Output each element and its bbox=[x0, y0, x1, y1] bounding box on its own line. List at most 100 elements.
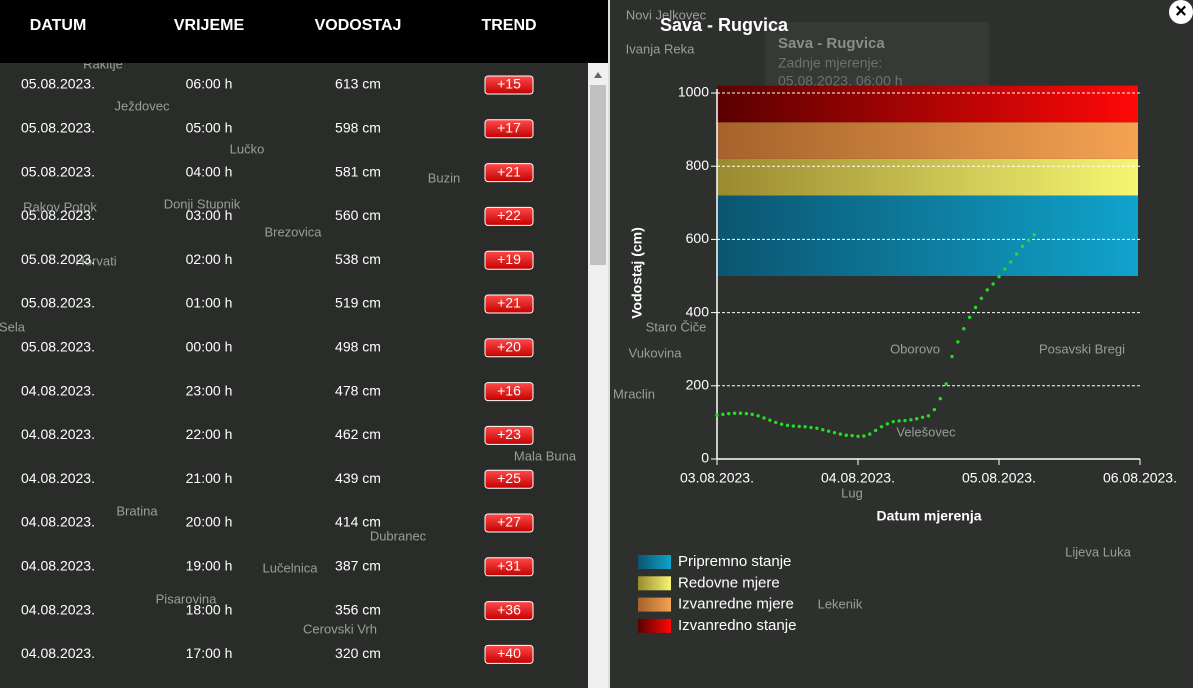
cell: 22:00 h bbox=[186, 426, 233, 442]
data-point bbox=[1009, 260, 1013, 264]
trend-text: +17 bbox=[497, 120, 521, 136]
map-label: Staro Čiče bbox=[646, 319, 707, 334]
legend-swatch bbox=[638, 618, 671, 633]
legend-label: Pripremno stanje bbox=[678, 553, 791, 570]
legend-swatch bbox=[638, 555, 671, 569]
map-label: Lučelnica bbox=[263, 560, 319, 575]
data-point bbox=[873, 428, 878, 433]
data-point bbox=[779, 422, 784, 426]
data-point bbox=[885, 422, 890, 426]
data-point bbox=[944, 382, 948, 386]
data-point bbox=[879, 425, 884, 429]
cell: 04.08.2023. bbox=[21, 645, 95, 661]
trend-badge bbox=[484, 250, 534, 270]
map-label: Velešovec bbox=[896, 424, 956, 439]
data-point bbox=[738, 411, 743, 415]
column-header: VRIJEME bbox=[174, 17, 245, 34]
cell: 17:00 h bbox=[186, 645, 233, 661]
cell: 04.08.2023. bbox=[21, 514, 95, 530]
cell: 04.08.2023. bbox=[21, 426, 95, 442]
scroll-thumb[interactable] bbox=[590, 85, 606, 265]
data-point bbox=[838, 432, 843, 436]
data-point bbox=[1032, 232, 1036, 237]
data-point bbox=[1026, 238, 1031, 242]
map-label: Sela bbox=[0, 319, 26, 334]
map-label: Lug bbox=[841, 485, 863, 500]
legend-label: Redovne mjere bbox=[678, 574, 780, 591]
trend-badge bbox=[484, 557, 534, 577]
popup-time: 05.08.2023. 06:00 h bbox=[778, 73, 903, 89]
trend-text: +21 bbox=[497, 163, 521, 179]
data-point bbox=[756, 414, 760, 418]
map-label: Lučko bbox=[230, 141, 265, 156]
y-tick-label: 200 bbox=[686, 377, 710, 393]
trend-text: +25 bbox=[497, 470, 521, 486]
x-tick-label: 04.08.2023. bbox=[821, 470, 895, 486]
cell: 04.08.2023. bbox=[21, 558, 95, 574]
trend-badge bbox=[484, 75, 534, 95]
trend-text: +40 bbox=[497, 645, 521, 661]
band bbox=[717, 85, 1138, 123]
map-label: Mala Buna bbox=[514, 448, 577, 463]
map-label: Brezovica bbox=[264, 224, 322, 239]
band bbox=[717, 122, 1138, 159]
cell: 04.08.2023. bbox=[21, 601, 95, 617]
scroll-up[interactable] bbox=[594, 72, 602, 78]
cell: 05.08.2023. bbox=[21, 163, 95, 179]
cell: 05.08.2023. bbox=[21, 207, 95, 223]
popup bbox=[765, 22, 989, 90]
popup-subtitle: Zadnje mjerenje: bbox=[778, 55, 882, 71]
data-point bbox=[762, 416, 766, 420]
data-point bbox=[897, 419, 901, 423]
data-point bbox=[732, 411, 737, 415]
map-label: Dubranec bbox=[370, 528, 427, 543]
trend-badge bbox=[484, 163, 534, 183]
cell: 478 cm bbox=[335, 382, 381, 398]
x-tick-label: 03.08.2023. bbox=[680, 470, 754, 486]
close-icon[interactable]: × bbox=[1175, 0, 1187, 22]
data-point bbox=[956, 340, 960, 344]
map-label: Lijeva Luka bbox=[1065, 544, 1132, 559]
trend-text: +16 bbox=[497, 382, 521, 398]
cell: 519 cm bbox=[335, 295, 381, 311]
trend-text: +31 bbox=[497, 558, 521, 574]
data-point bbox=[856, 434, 860, 439]
cell: 06:00 h bbox=[186, 76, 233, 92]
cell: 05.08.2023. bbox=[21, 339, 95, 355]
data-point bbox=[1003, 267, 1007, 271]
data-point bbox=[950, 354, 954, 359]
data-point bbox=[809, 425, 813, 430]
trend-text: +22 bbox=[497, 207, 521, 223]
cell: 05:00 h bbox=[186, 120, 233, 136]
trend-badge bbox=[484, 601, 534, 621]
close-button[interactable] bbox=[1169, 0, 1193, 24]
trend-badge bbox=[484, 206, 534, 226]
data-point bbox=[721, 412, 725, 417]
cell: 414 cm bbox=[335, 514, 381, 530]
data-point bbox=[967, 315, 972, 320]
cell: 04.08.2023. bbox=[21, 382, 95, 398]
cell: 538 cm bbox=[335, 251, 381, 267]
map-label: Bratina bbox=[116, 503, 158, 518]
column-header: VODOSTAJ bbox=[315, 17, 402, 34]
cell: 18:00 h bbox=[186, 601, 233, 617]
map-label: Mraclin bbox=[613, 386, 655, 401]
map-label: Cerovski Vrh bbox=[303, 621, 377, 636]
data-point bbox=[744, 411, 749, 416]
trend-text: +21 bbox=[497, 295, 521, 311]
data-point bbox=[750, 412, 754, 417]
data-point bbox=[915, 417, 919, 421]
cell: 560 cm bbox=[335, 207, 381, 223]
data-point bbox=[985, 288, 989, 292]
x-tick-label: 06.08.2023. bbox=[1103, 470, 1177, 486]
legend-label: Izvanredno stanje bbox=[678, 617, 796, 634]
data-point bbox=[962, 327, 966, 331]
legend-swatch bbox=[638, 597, 671, 612]
column-header: TREND bbox=[481, 17, 536, 34]
map-label: Ježdovec bbox=[115, 98, 170, 113]
map-label: Oborovo bbox=[890, 341, 940, 356]
data-point bbox=[991, 282, 995, 286]
y-tick-label: 800 bbox=[686, 157, 710, 173]
x-tick-label: 05.08.2023. bbox=[962, 470, 1036, 486]
